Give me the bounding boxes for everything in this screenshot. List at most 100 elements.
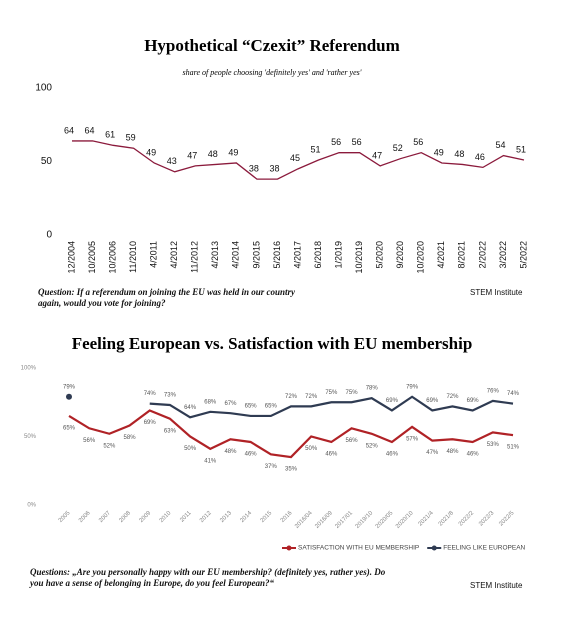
- x-tick-label: 4/2014: [231, 241, 241, 269]
- x-tick-label: 2006: [78, 510, 92, 524]
- data-label: 79%: [406, 384, 419, 390]
- source: STEM Institute: [470, 581, 523, 590]
- legend-swatch: [286, 545, 292, 551]
- x-tick-label: 2013: [219, 510, 233, 524]
- source: STEM Institute: [470, 288, 523, 297]
- x-tick-label: 2012: [199, 510, 213, 524]
- data-label: 74%: [507, 391, 520, 397]
- data-label: 46%: [467, 452, 480, 458]
- point: [66, 393, 72, 400]
- x-tick-label: 2021/4: [418, 510, 436, 528]
- x-tick-label: 10/2006: [107, 241, 117, 274]
- data-label: 73%: [164, 393, 177, 399]
- data-label: 69%: [386, 398, 399, 404]
- data-label: 43: [167, 156, 177, 166]
- x-tick-label: 2016/09: [314, 510, 334, 530]
- x-tick-label: 2014: [239, 510, 253, 524]
- data-label: 38: [269, 164, 279, 174]
- x-tick-label: 2019/10: [355, 510, 375, 530]
- chart-subtitle: share of people choosing 'definitely yes…: [183, 68, 362, 77]
- data-label: 50%: [305, 446, 318, 452]
- x-tick-label: 4/2012: [169, 241, 179, 269]
- series-line: [72, 140, 525, 180]
- x-tick-label: 2022/3: [478, 510, 496, 528]
- data-label: 41%: [204, 458, 217, 464]
- y-tick-label: 0%: [27, 503, 36, 509]
- x-tick-label: 2/2022: [477, 241, 487, 269]
- data-label: 45: [290, 153, 300, 163]
- x-tick-label: 2009: [139, 510, 153, 524]
- x-tick-label: 10/2005: [87, 241, 97, 274]
- data-label: 52: [393, 143, 403, 153]
- data-label: 49: [434, 147, 444, 157]
- data-label: 69%: [144, 420, 157, 426]
- data-label: 47: [372, 150, 382, 160]
- data-label: 48: [454, 149, 464, 159]
- y-tick-label: 50%: [24, 434, 37, 440]
- x-tick-label: 2011: [179, 510, 193, 524]
- x-tick-label: 9/2015: [251, 241, 261, 269]
- data-label: 38: [249, 164, 259, 174]
- data-label: 61: [105, 130, 115, 140]
- legend-label: SATISFACTION WITH EU MEMBERSHIP: [298, 545, 419, 552]
- data-label: 63%: [164, 428, 177, 434]
- x-tick-label: 2017/01: [334, 510, 354, 530]
- y-tick-label: 50: [41, 156, 53, 167]
- data-label: 75%: [325, 390, 338, 396]
- x-tick-label: 2005: [58, 510, 72, 524]
- y-tick-label: 0: [46, 230, 52, 241]
- data-label: 51%: [507, 445, 520, 451]
- x-tick-label: 5/2020: [375, 241, 385, 269]
- x-tick-label: 2021/8: [438, 510, 456, 528]
- x-tick-label: 2020/05: [375, 510, 395, 530]
- data-label: 51: [311, 144, 321, 154]
- x-tick-label: 4/2021: [436, 241, 446, 269]
- x-tick-label: 11/2012: [190, 241, 200, 273]
- data-label: 67%: [224, 401, 237, 407]
- data-label: 37%: [265, 464, 278, 470]
- data-label: 64: [64, 125, 74, 135]
- data-label: 76%: [487, 388, 500, 394]
- x-tick-label: 10/2020: [416, 241, 426, 274]
- data-label: 48%: [224, 449, 237, 455]
- x-tick-label: 2008: [118, 510, 132, 524]
- data-label: 64%: [184, 405, 197, 411]
- data-label: 56: [352, 137, 362, 147]
- x-tick-label: 2022/5: [498, 510, 516, 528]
- data-label: 35%: [285, 467, 298, 473]
- data-label: 56: [413, 137, 423, 147]
- data-label: 59: [126, 133, 136, 143]
- data-label: 74%: [144, 391, 157, 397]
- data-label: 65%: [265, 404, 278, 410]
- data-label: 65%: [245, 404, 258, 410]
- x-tick-label: 9/2020: [395, 241, 405, 269]
- data-label: 50%: [184, 446, 197, 452]
- chart-title: Feeling European vs. Satisfaction with E…: [72, 334, 473, 353]
- data-label: 52%: [103, 443, 116, 449]
- x-tick-label: 12/2004: [66, 241, 76, 274]
- x-tick-label: 2016: [280, 510, 294, 524]
- data-label: 46%: [325, 452, 338, 458]
- data-label: 56%: [346, 438, 359, 444]
- x-tick-label: 5/2016: [272, 241, 282, 269]
- data-label: 68%: [204, 399, 217, 405]
- data-label: 58%: [124, 435, 137, 441]
- data-label: 79%: [63, 384, 76, 390]
- data-label: 46%: [245, 452, 258, 458]
- note: Question: If a referendum on joining the…: [38, 287, 296, 308]
- data-label: 51: [516, 144, 526, 154]
- y-tick-label: 100%: [21, 366, 37, 372]
- x-tick-label: 5/2022: [518, 241, 528, 269]
- data-label: 49: [146, 147, 156, 157]
- x-tick-label: 2016/04: [294, 510, 314, 530]
- data-label: 48: [208, 149, 218, 159]
- data-label: 52%: [366, 443, 379, 449]
- data-label: 56%: [83, 438, 96, 444]
- data-label: 72%: [446, 394, 459, 400]
- data-label: 72%: [285, 394, 298, 400]
- data-label: 72%: [305, 394, 318, 400]
- data-label: 54: [495, 140, 505, 150]
- data-label: 49: [228, 147, 238, 157]
- data-label: 69%: [426, 398, 439, 404]
